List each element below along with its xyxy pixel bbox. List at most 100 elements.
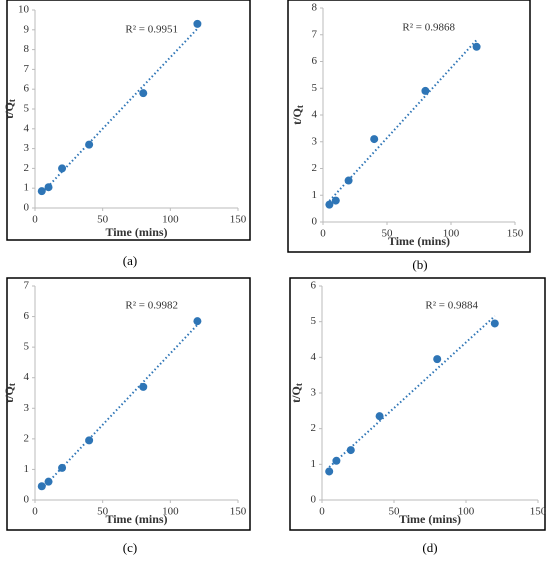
y-tick-label: 4 (24, 122, 30, 134)
data-point (490, 319, 499, 328)
x-axis-label: Time (mins) (105, 225, 167, 239)
y-tick-label: 4 (312, 109, 318, 121)
data-point (325, 467, 334, 476)
chart-border (6, 277, 251, 531)
y-tick-label: 7 (312, 28, 318, 40)
x-tick-label: 50 (97, 506, 109, 518)
x-tick-label: 100 (162, 214, 179, 226)
trendline (328, 39, 478, 202)
x-axis-label: Time (mins) (105, 512, 167, 526)
x-tick-label: 50 (389, 506, 401, 518)
y-tick-label: 6 (311, 280, 317, 292)
data-point (139, 89, 148, 98)
data-point (44, 183, 53, 192)
trendline (41, 28, 199, 194)
x-tick-label: 100 (458, 506, 475, 518)
y-tick-label: 1 (24, 463, 30, 475)
y-tick-label: 1 (24, 182, 30, 194)
y-tick-label: 4 (311, 351, 317, 363)
y-tick-label: 0 (24, 494, 30, 506)
annotation: R² = 0.9884 (425, 300, 478, 312)
y-tick-label: 8 (312, 2, 318, 14)
x-axis-label: Time (mins) (399, 512, 461, 526)
y-axis-label-main: t/Q (289, 386, 303, 403)
y-tick-label: 8 (24, 43, 30, 55)
annotation: R² = 0.9951 (125, 24, 178, 36)
y-tick-label: 5 (24, 341, 30, 353)
y-tick-label: 7 (24, 280, 30, 292)
x-tick-label: 0 (32, 506, 38, 518)
y-axis-label: t/Qt (290, 105, 305, 125)
caption: (d) (422, 540, 437, 555)
data-point (37, 482, 46, 491)
y-tick-label: 5 (312, 82, 318, 94)
y-tick-label: 3 (311, 387, 317, 399)
y-tick-label: 1 (311, 458, 317, 470)
trendline (328, 315, 496, 468)
data-point (58, 164, 67, 173)
y-axis-label: t/Qt (289, 383, 304, 403)
y-axis-label-sub: t (295, 105, 305, 108)
data-point (344, 176, 353, 185)
chart-border (287, 0, 531, 253)
data-point (421, 86, 430, 95)
y-tick-label: 7 (24, 63, 30, 75)
data-point (58, 463, 67, 472)
data-point (44, 477, 53, 486)
caption: (a) (123, 253, 137, 268)
y-tick-label: 1 (312, 189, 318, 201)
x-tick-label: 0 (32, 214, 38, 226)
y-tick-label: 3 (24, 142, 30, 154)
y-axis-label-sub: t (7, 383, 17, 386)
y-axis-label-sub: t (294, 383, 304, 386)
y-tick-label: 6 (312, 55, 318, 67)
y-tick-label: 3 (312, 135, 318, 147)
trendline (41, 324, 199, 490)
y-tick-label: 6 (24, 310, 30, 322)
y-axis-label: t/Qt (2, 383, 17, 403)
x-tick-label: 0 (319, 506, 325, 518)
data-point (85, 140, 94, 149)
y-tick-label: 5 (311, 315, 317, 327)
y-tick-label: 0 (311, 494, 317, 506)
x-tick-label: 150 (530, 506, 547, 518)
data-point (193, 19, 202, 28)
data-point (139, 382, 148, 391)
caption: (c) (123, 540, 137, 555)
x-tick-label: 100 (443, 228, 460, 240)
caption: (b) (412, 257, 427, 272)
y-axis-label-sub: t (7, 99, 17, 102)
data-point (332, 456, 341, 465)
y-tick-label: 6 (24, 83, 30, 95)
x-tick-label: 50 (97, 214, 109, 226)
chart-border (289, 277, 546, 531)
data-point (370, 135, 379, 144)
y-tick-label: 2 (24, 162, 30, 174)
data-point (346, 446, 355, 455)
chart-border (6, 0, 251, 241)
x-tick-label: 150 (230, 214, 247, 226)
x-tick-label: 100 (162, 506, 179, 518)
data-point (375, 412, 384, 421)
x-tick-label: 150 (230, 506, 247, 518)
data-point (472, 42, 481, 51)
y-tick-label: 9 (24, 23, 30, 35)
y-tick-label: 0 (24, 202, 30, 214)
data-point (331, 196, 340, 205)
y-axis-label: t/Qt (2, 99, 17, 119)
y-tick-label: 5 (24, 103, 30, 115)
data-point (37, 187, 46, 196)
x-axis-label: Time (mins) (388, 234, 450, 248)
data-point (433, 355, 442, 364)
data-point (325, 200, 334, 209)
y-tick-label: 2 (311, 422, 317, 434)
y-tick-label: 2 (312, 162, 318, 174)
y-tick-label: 3 (24, 402, 30, 414)
annotation: R² = 0.9868 (402, 22, 455, 34)
x-tick-label: 50 (382, 228, 394, 240)
y-tick-label: 2 (24, 432, 30, 444)
y-axis-label-main: t/Q (2, 386, 16, 403)
data-point (193, 317, 202, 326)
y-tick-label: 10 (18, 4, 30, 16)
y-axis-label-main: t/Q (2, 102, 16, 119)
